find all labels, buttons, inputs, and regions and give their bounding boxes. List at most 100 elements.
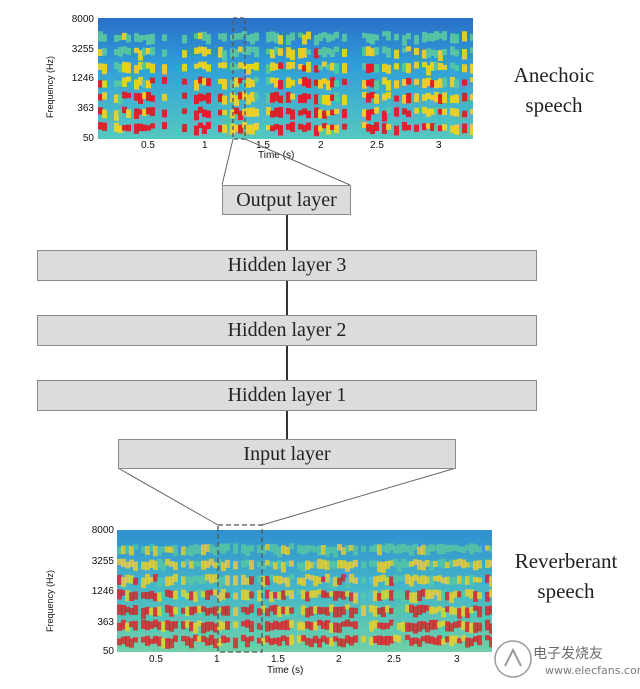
spectrogram-texture-cell — [317, 589, 322, 595]
spectrogram-texture-cell — [181, 635, 186, 642]
spectrogram-texture-cell — [382, 77, 387, 85]
spectrogram-texture-cell — [270, 49, 275, 59]
spectrogram-texture-cell — [274, 46, 279, 55]
spectrogram-texture-cell — [266, 32, 271, 43]
spectrogram-texture-cell — [385, 605, 390, 613]
spectrogram-texture-cell — [469, 638, 474, 647]
spectrogram-texture-cell — [450, 76, 455, 88]
spectrogram-texture-cell — [385, 576, 390, 586]
spectrogram-texture-cell — [153, 607, 158, 617]
spectrogram-texture-cell — [278, 125, 283, 136]
spectrogram-texture-cell — [150, 47, 155, 56]
spectrogram-texture-cell — [318, 49, 323, 56]
spectrogram-texture-cell — [193, 634, 198, 642]
spectrogram-texture-cell — [457, 558, 462, 566]
spectrogram-texture-cell — [162, 109, 167, 118]
spectrogram-texture-cell — [325, 573, 330, 583]
spectrogram-texture-cell — [261, 637, 266, 645]
spectrogram-texture-cell — [469, 622, 474, 634]
spectrogram-texture-cell — [306, 78, 311, 88]
spectrogram-texture-cell — [449, 544, 454, 552]
spectrogram-texture-cell — [197, 589, 202, 597]
spectrogram-texture-cell — [462, 123, 467, 134]
spectrogram-texture-cell — [441, 590, 446, 600]
spectrogram-texture-cell — [489, 576, 492, 587]
spectrogram-texture-cell — [149, 621, 154, 629]
spectrogram-texture-cell — [138, 76, 143, 86]
spectrogram-texture-cell — [381, 545, 386, 552]
spectrogram-texture-cell — [402, 62, 407, 72]
spectrogram-texture-cell — [409, 592, 414, 603]
spectrogram-texture-cell — [289, 590, 294, 600]
spectrogram-texture-cell — [221, 576, 226, 585]
spectrogram-texture-cell — [102, 47, 107, 56]
spectrogram-texture-cell — [222, 33, 227, 42]
spectrogram-texture-cell — [129, 621, 134, 628]
spectrogram-texture-cell — [150, 77, 155, 84]
spectrogram-texture-cell — [281, 590, 286, 600]
spectrogram-texture-cell — [437, 543, 442, 555]
spectrogram-texture-cell — [278, 95, 283, 104]
spectrogram-texture-cell — [193, 606, 198, 614]
spectrogram-texture-cell — [449, 592, 454, 603]
spectrogram-texture-cell — [254, 108, 259, 117]
spectrogram-texture-cell — [485, 574, 490, 584]
spectrogram-texture-cell — [142, 61, 147, 70]
spectrogram-texture-cell — [298, 78, 303, 85]
spectrogram-texture-cell — [413, 574, 418, 581]
spectrogram-texture-cell — [125, 636, 130, 647]
spectrogram-texture-cell — [434, 107, 439, 114]
spectrogram-texture-cell — [422, 31, 427, 43]
spectrogram-texture-cell — [122, 32, 127, 41]
spectrogram-texture-cell — [417, 576, 422, 584]
spectrogram-texture-cell — [429, 560, 434, 571]
spectrogram-texture-cell — [429, 619, 434, 630]
spectrogram-texture-cell — [241, 560, 246, 568]
spectrogram-texture-cell — [241, 589, 246, 600]
spectrogram-texture-cell — [306, 110, 311, 119]
spectrogram-texture-cell — [117, 589, 122, 600]
spectrogram-texture-cell — [265, 575, 270, 586]
spectrogram-texture-cell — [245, 607, 250, 615]
spectrogram-texture-cell — [370, 48, 375, 57]
spectrogram-texture-cell — [162, 34, 167, 42]
spectrogram-texture-cell — [141, 546, 146, 554]
spectrogram-texture-cell — [269, 574, 274, 581]
spectrogram-texture-cell — [218, 62, 223, 68]
spectrogram-texture-cell — [373, 590, 378, 602]
spectrogram-texture-cell — [181, 546, 186, 556]
spectrogram-texture-cell — [425, 635, 430, 644]
spectrogram-texture-cell — [213, 638, 218, 649]
spectrogram-texture-cell — [285, 577, 290, 587]
spectrogram-texture-cell — [454, 124, 459, 135]
spectrogram-texture-cell — [201, 591, 206, 598]
spectrogram-texture-cell — [341, 547, 346, 555]
spectrogram-texture-cell — [222, 109, 227, 116]
spectrogram-texture-cell — [213, 562, 218, 569]
spectrogram-texture-cell — [165, 546, 170, 553]
spectrogram-texture-cell — [165, 589, 170, 597]
spectrogram-texture-cell — [281, 545, 286, 554]
spectrogram-texture-cell — [222, 61, 227, 69]
bottom-xtick-3: 3 — [454, 654, 460, 665]
spectrogram-texture-cell — [473, 544, 478, 553]
spectrogram-texture-cell — [413, 543, 418, 551]
spectrogram-texture-cell — [157, 592, 162, 602]
spectrogram-texture-cell — [306, 94, 311, 100]
bottom-x-axis-label: Time (s) — [267, 665, 304, 676]
spectrogram-texture-cell — [405, 545, 410, 553]
spectrogram-texture-cell — [434, 61, 439, 71]
spectrogram-texture-cell — [470, 124, 473, 135]
spectrogram-texture-cell — [341, 591, 346, 600]
spectrogram-texture-cell — [362, 122, 367, 129]
spectrogram-texture-cell — [185, 620, 190, 628]
spectrogram-texture-cell — [334, 46, 339, 53]
spectrogram-texture-cell — [389, 590, 394, 601]
spectrogram-texture-cell — [454, 94, 459, 104]
spectrogram-texture-cell — [218, 125, 223, 133]
spectrogram-texture-cell — [298, 110, 303, 116]
spectrogram-texture-cell — [442, 124, 447, 131]
spectrogram-texture-cell — [122, 91, 127, 99]
spectrogram-texture-cell — [414, 78, 419, 85]
spectrogram-texture-cell — [269, 591, 274, 603]
